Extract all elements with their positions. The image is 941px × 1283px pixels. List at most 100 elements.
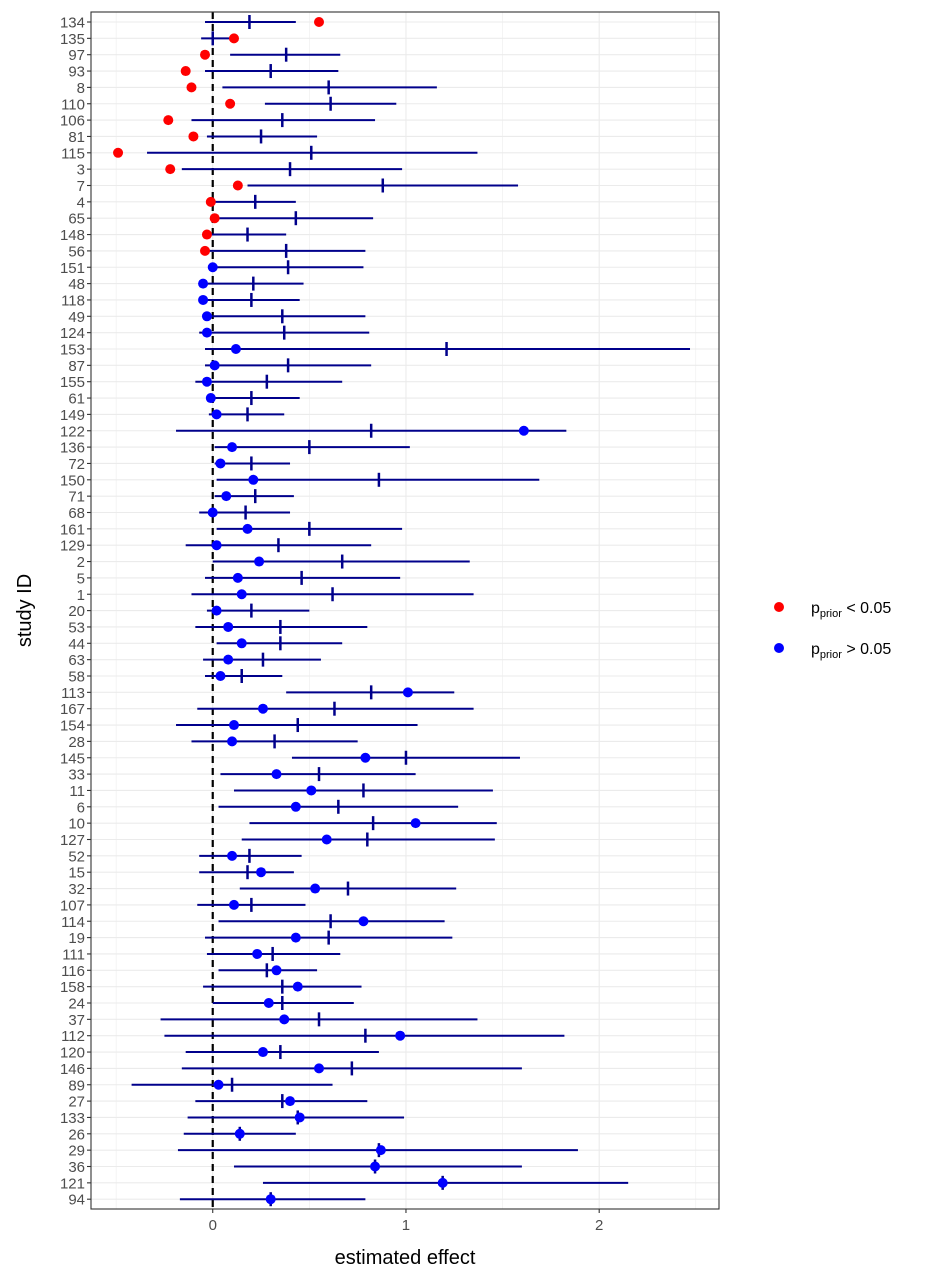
study-row-1	[191, 587, 474, 602]
study-row-65	[209, 211, 374, 226]
y-tick-label: 5	[77, 570, 85, 587]
study-row-33	[220, 767, 416, 782]
study-row-115	[113, 145, 478, 160]
prior-point	[257, 1047, 268, 1058]
y-tick-label: 151	[60, 260, 85, 277]
y-tick-label: 145	[60, 750, 85, 767]
prior-point	[402, 687, 413, 698]
prior-point	[215, 671, 226, 681]
study-row-127	[241, 832, 495, 847]
y-tick-label: 19	[68, 930, 85, 947]
study-row-87	[205, 358, 372, 373]
x-tick-label: 1	[402, 1217, 410, 1234]
prior-point	[358, 916, 369, 927]
prior-point	[271, 769, 282, 780]
study-row-6	[218, 799, 459, 814]
prior-point	[221, 491, 232, 502]
y-tick-label: 37	[68, 1012, 85, 1029]
study-row-106	[163, 113, 376, 128]
y-tick-label: 63	[68, 652, 85, 669]
legend-item-red: pprior < 0.05	[774, 600, 891, 620]
study-row-10	[249, 816, 497, 831]
study-row-122	[176, 423, 567, 438]
y-tick-label: 4	[77, 194, 85, 211]
prior-point	[205, 196, 216, 207]
study-row-49	[201, 309, 366, 324]
y-tick-label: 149	[60, 407, 85, 424]
y-tick-label: 56	[68, 243, 85, 260]
y-tick-label: 65	[68, 211, 85, 228]
prior-point	[290, 801, 301, 812]
study-row-44	[216, 636, 343, 651]
study-row-116	[218, 963, 318, 978]
legend-item-blue: pprior > 0.05	[774, 641, 891, 661]
y-tick-label: 7	[77, 178, 85, 195]
y-tick-label: 81	[68, 129, 85, 146]
y-tick-label: 10	[68, 816, 85, 833]
prior-point	[292, 981, 303, 992]
study-row-148	[201, 227, 287, 242]
prior-point	[234, 1128, 245, 1139]
y-tick-label: 167	[60, 701, 85, 718]
y-tick-label: 115	[61, 145, 85, 162]
y-tick-label: 129	[60, 538, 85, 555]
prior-point	[310, 883, 321, 894]
study-row-37	[160, 1012, 478, 1027]
y-tick-label: 161	[60, 521, 85, 538]
y-tick-label: 112	[61, 1028, 85, 1045]
legend-label-main: p	[811, 641, 820, 658]
y-tick-label: 49	[68, 309, 85, 326]
study-row-124	[199, 325, 370, 340]
study-row-28	[191, 734, 358, 749]
y-tick-label: 89	[68, 1077, 85, 1094]
study-row-24	[212, 996, 354, 1010]
study-row-20	[206, 603, 310, 618]
study-row-29	[177, 1143, 578, 1158]
prior-point	[200, 49, 211, 60]
study-row-2	[212, 554, 470, 569]
y-tick-label: 127	[60, 832, 85, 849]
study-row-36	[233, 1159, 522, 1174]
prior-point	[257, 703, 268, 714]
y-tick-label: 133	[60, 1110, 85, 1127]
prior-point	[211, 409, 222, 420]
y-tick-label: 93	[68, 64, 85, 81]
study-row-149	[208, 407, 285, 422]
prior-point	[223, 654, 234, 665]
legend-label-sub: prior	[820, 608, 842, 620]
y-tick-label: 72	[68, 456, 85, 473]
prior-point	[252, 948, 263, 959]
prior-point	[228, 899, 239, 910]
legend-label: pprior > 0.05	[811, 641, 891, 661]
prior-point	[213, 1079, 224, 1090]
study-row-71	[214, 489, 294, 504]
prior-point	[370, 1161, 381, 1172]
study-row-121	[262, 1175, 629, 1190]
prior-point	[198, 278, 209, 289]
study-row-154	[176, 718, 418, 733]
study-row-111	[206, 946, 341, 961]
study-row-134	[205, 15, 325, 29]
y-tick-label: 120	[60, 1045, 85, 1062]
x-tick-label: 0	[209, 1217, 217, 1234]
prior-point	[248, 474, 259, 485]
study-row-136	[214, 440, 410, 455]
x-axis-ticks: 0 1 2	[209, 1209, 603, 1234]
x-axis-title: estimated effect	[335, 1247, 476, 1269]
legend: pprior < 0.05 pprior > 0.05	[774, 600, 891, 661]
study-row-53	[195, 619, 368, 634]
study-row-8	[186, 80, 437, 95]
prior-point	[294, 1112, 305, 1123]
y-tick-label: 20	[68, 603, 85, 620]
prior-point	[201, 376, 212, 387]
y-tick-label: 94	[68, 1192, 85, 1209]
prior-point	[518, 425, 529, 436]
prior-point	[265, 1194, 276, 1205]
y-tick-label: 48	[68, 276, 85, 293]
prior-point	[437, 1177, 448, 1188]
legend-swatch	[774, 643, 784, 653]
study-row-81	[188, 129, 318, 144]
prior-point	[180, 66, 191, 77]
y-tick-label: 1	[77, 587, 85, 604]
prior-point	[230, 344, 241, 354]
